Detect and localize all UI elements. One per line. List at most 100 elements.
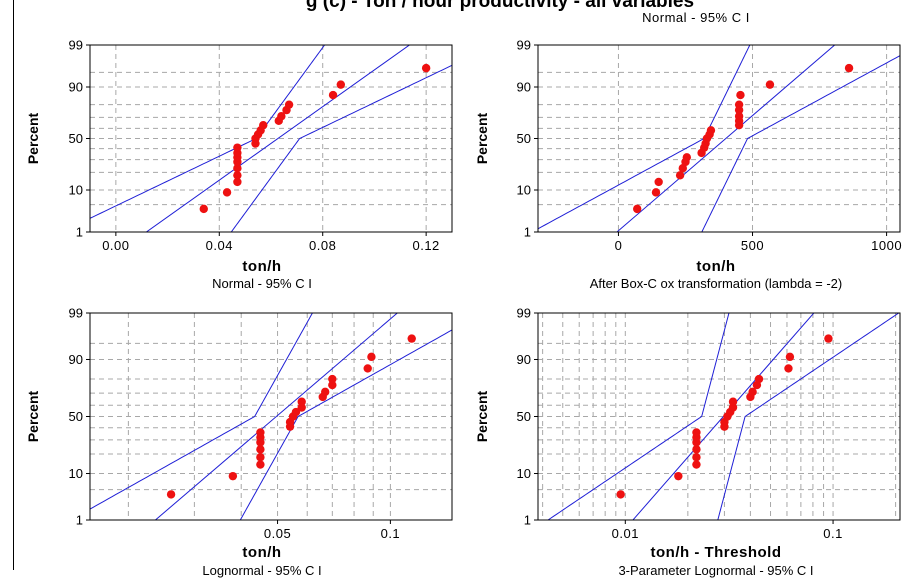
y-axis-label: Percent	[25, 112, 41, 164]
x-tick-label: 0.08	[309, 238, 336, 253]
top-caption: Normal - 95% C I	[642, 10, 750, 25]
data-point	[363, 364, 372, 373]
data-point	[692, 428, 701, 437]
y-axis-label: Percent	[474, 112, 490, 164]
data-point	[633, 204, 642, 214]
data-point	[734, 112, 744, 121]
y-tick-label: 50	[517, 409, 531, 424]
fit-line	[616, 45, 836, 232]
data-point	[754, 374, 764, 384]
ci-lower-band	[239, 329, 452, 520]
data-point	[328, 90, 338, 100]
probability-plot-4: 1 10 50 90 99 0.01 0.1 Percent ton/h - Threshold…	[474, 306, 901, 578]
data-point	[678, 163, 687, 173]
ci-lower-band	[717, 313, 900, 520]
data-point	[291, 407, 301, 417]
x-tick-label: 0.1	[381, 526, 401, 541]
data-point	[734, 100, 744, 109]
fit-lines	[90, 313, 452, 520]
data-point	[651, 188, 661, 197]
y-tick-label: 50	[69, 131, 83, 146]
data-point	[256, 453, 265, 462]
data-point	[277, 112, 286, 121]
data-point	[233, 163, 242, 173]
data-point	[407, 334, 416, 343]
data-point	[320, 387, 330, 397]
data-point	[284, 100, 294, 109]
y-tick-label: 50	[517, 131, 531, 146]
data-point	[844, 63, 854, 73]
data-point	[328, 380, 337, 390]
ci-upper-band	[547, 313, 730, 520]
panel-caption: Lognormal - 95% C I	[202, 563, 321, 578]
figure-title: g (c) - Ton / hour productivity - all va…	[305, 0, 695, 12]
panel-caption: 3-Parameter Lognormal - 95% C I	[618, 563, 813, 578]
y-tick-label: 1	[524, 225, 531, 240]
x-tick-label: 500	[741, 238, 764, 253]
data-point	[297, 403, 306, 412]
y-tick-label: 99	[69, 306, 83, 321]
data-point	[297, 397, 306, 406]
x-tick-label: 1000	[871, 238, 902, 253]
y-tick-label: 50	[69, 409, 83, 424]
y-tick-label: 1	[76, 513, 83, 528]
data-point	[233, 171, 242, 180]
data-point	[728, 397, 738, 406]
x-tick-label: 0.1	[823, 526, 843, 541]
y-tick-label: 90	[69, 79, 83, 94]
data-point	[222, 188, 232, 197]
y-tick-label: 99	[517, 306, 531, 321]
y-tick-label: 90	[517, 352, 531, 367]
data-point	[784, 364, 793, 373]
x-axis-label: ton/h - Threshold	[651, 544, 782, 561]
data-point	[736, 90, 745, 100]
data-point	[228, 471, 238, 481]
data-point	[256, 445, 265, 454]
x-tick-label: 0.04	[206, 238, 233, 253]
x-tick-label: 0	[615, 238, 623, 253]
data-point	[824, 334, 833, 343]
y-axis-label: Percent	[25, 390, 41, 442]
x-tick-label: 0.01	[612, 526, 639, 541]
data-point	[259, 120, 268, 130]
data-point	[336, 80, 346, 89]
data-point	[674, 471, 683, 481]
y-tick-label: 10	[69, 183, 83, 198]
probability-plot-1: 1 10 50 90 99 0.00 0.04 0.08 0.12 Percent ton/hNor…	[25, 38, 453, 291]
data-point	[367, 352, 376, 362]
x-tick-label: 0.12	[412, 238, 439, 253]
data-point	[682, 153, 692, 162]
y-tick-label: 10	[69, 466, 83, 481]
data-point	[675, 171, 685, 180]
data-point	[748, 387, 757, 397]
data-point	[654, 177, 663, 187]
x-axis-label: ton/h	[242, 258, 281, 275]
x-axis-label: ton/h	[242, 544, 281, 561]
data-point	[233, 143, 242, 152]
data-point	[692, 460, 701, 469]
y-tick-label: 90	[517, 79, 531, 94]
data-point	[233, 177, 242, 187]
y-tick-label: 99	[517, 38, 531, 53]
x-axis-label: ton/h	[696, 258, 735, 275]
data-point	[692, 445, 701, 454]
data-point	[616, 490, 625, 499]
panel-caption: Normal - 95% C I	[212, 276, 312, 291]
x-tick-label: 0.05	[264, 526, 291, 541]
ci-upper-band	[90, 313, 314, 510]
data-point	[421, 63, 431, 73]
left-border-line	[13, 0, 14, 570]
y-tick-label: 10	[517, 466, 531, 481]
data-point	[199, 204, 208, 214]
data-point	[692, 453, 701, 462]
data-point	[166, 490, 176, 499]
data-point	[256, 460, 265, 469]
y-tick-label: 99	[69, 38, 83, 53]
fit-line	[154, 313, 399, 520]
data-point	[728, 403, 738, 412]
data-point	[256, 428, 265, 437]
y-tick-label: 1	[76, 225, 83, 240]
ci-lower-band	[701, 55, 900, 232]
probability-plot-3: 1 10 50 90 99 0.05 0.1 Percent ton/h Lognormal - …	[25, 306, 453, 578]
